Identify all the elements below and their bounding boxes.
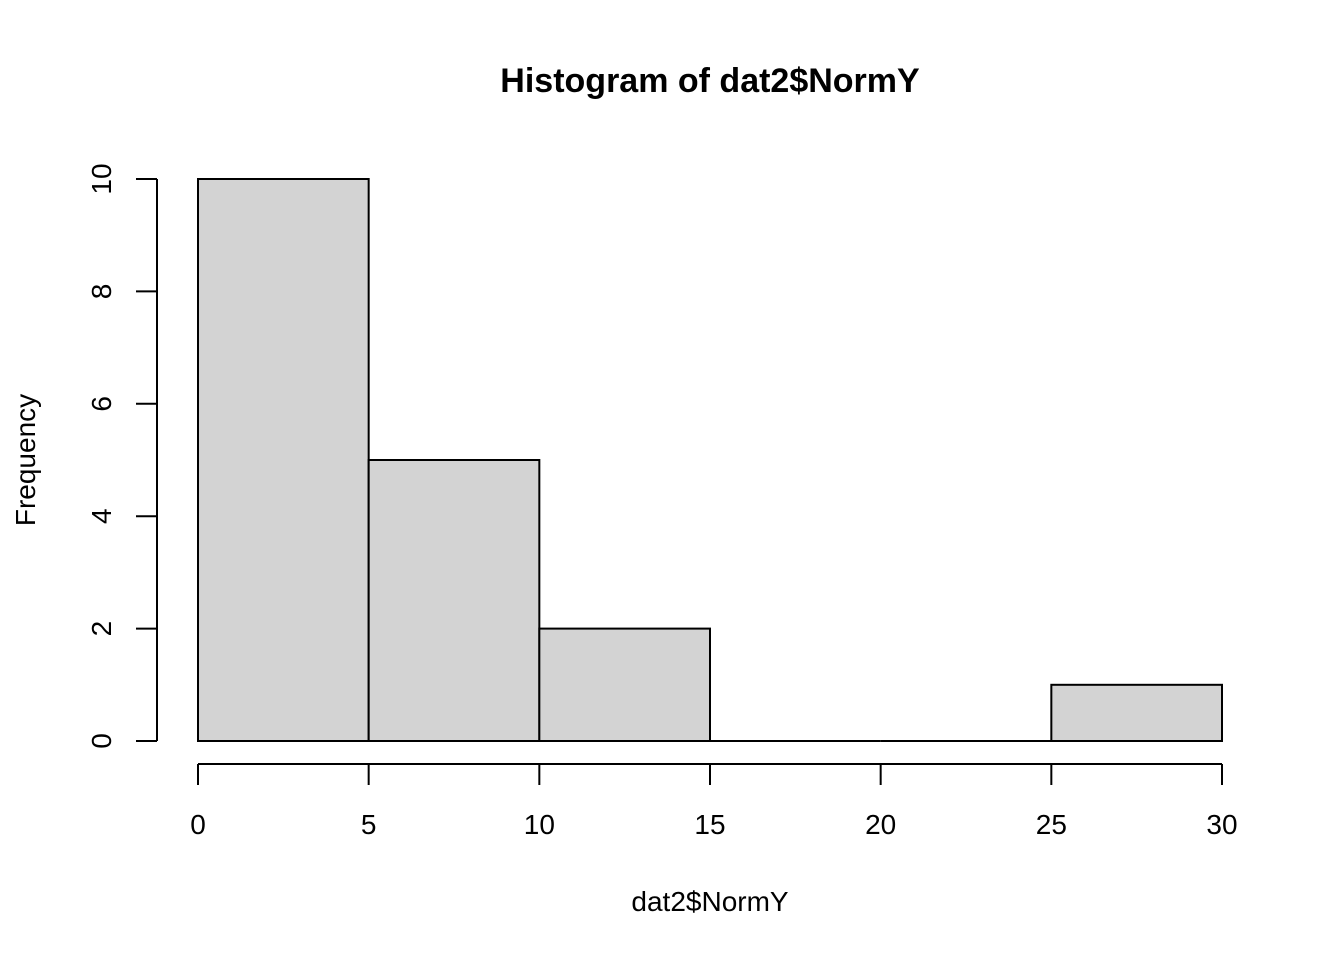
y-tick-label: 8 [86,284,117,300]
y-tick-label: 6 [86,396,117,412]
histogram-bar-2 [538,627,711,742]
x-tick-label: 30 [1206,809,1237,840]
x-axis-label: dat2$NormY [631,886,789,917]
histogram-bar-1 [367,459,541,742]
histogram-bar-5 [1050,683,1224,742]
x-axis: 0 5 10 15 20 25 30 [190,763,1238,840]
chart-title: Histogram of dat2$NormY [500,62,920,100]
x-tick-label: 5 [361,809,377,840]
x-tick-label: 10 [524,809,555,840]
y-axis-label: Frequency [10,394,41,526]
x-tick-label: 15 [694,809,725,840]
y-tick-label: 10 [86,163,117,194]
x-tick-label: 25 [1036,809,1067,840]
bars-group [197,178,1224,742]
x-tick-label: 20 [865,809,896,840]
y-tick-label: 0 [86,733,117,749]
histogram-bar-0 [197,178,370,742]
y-axis: 0 2 4 6 8 10 [86,163,158,749]
y-tick-label: 4 [86,508,117,524]
x-tick-label: 0 [190,809,206,840]
y-tick-label: 2 [86,621,117,637]
